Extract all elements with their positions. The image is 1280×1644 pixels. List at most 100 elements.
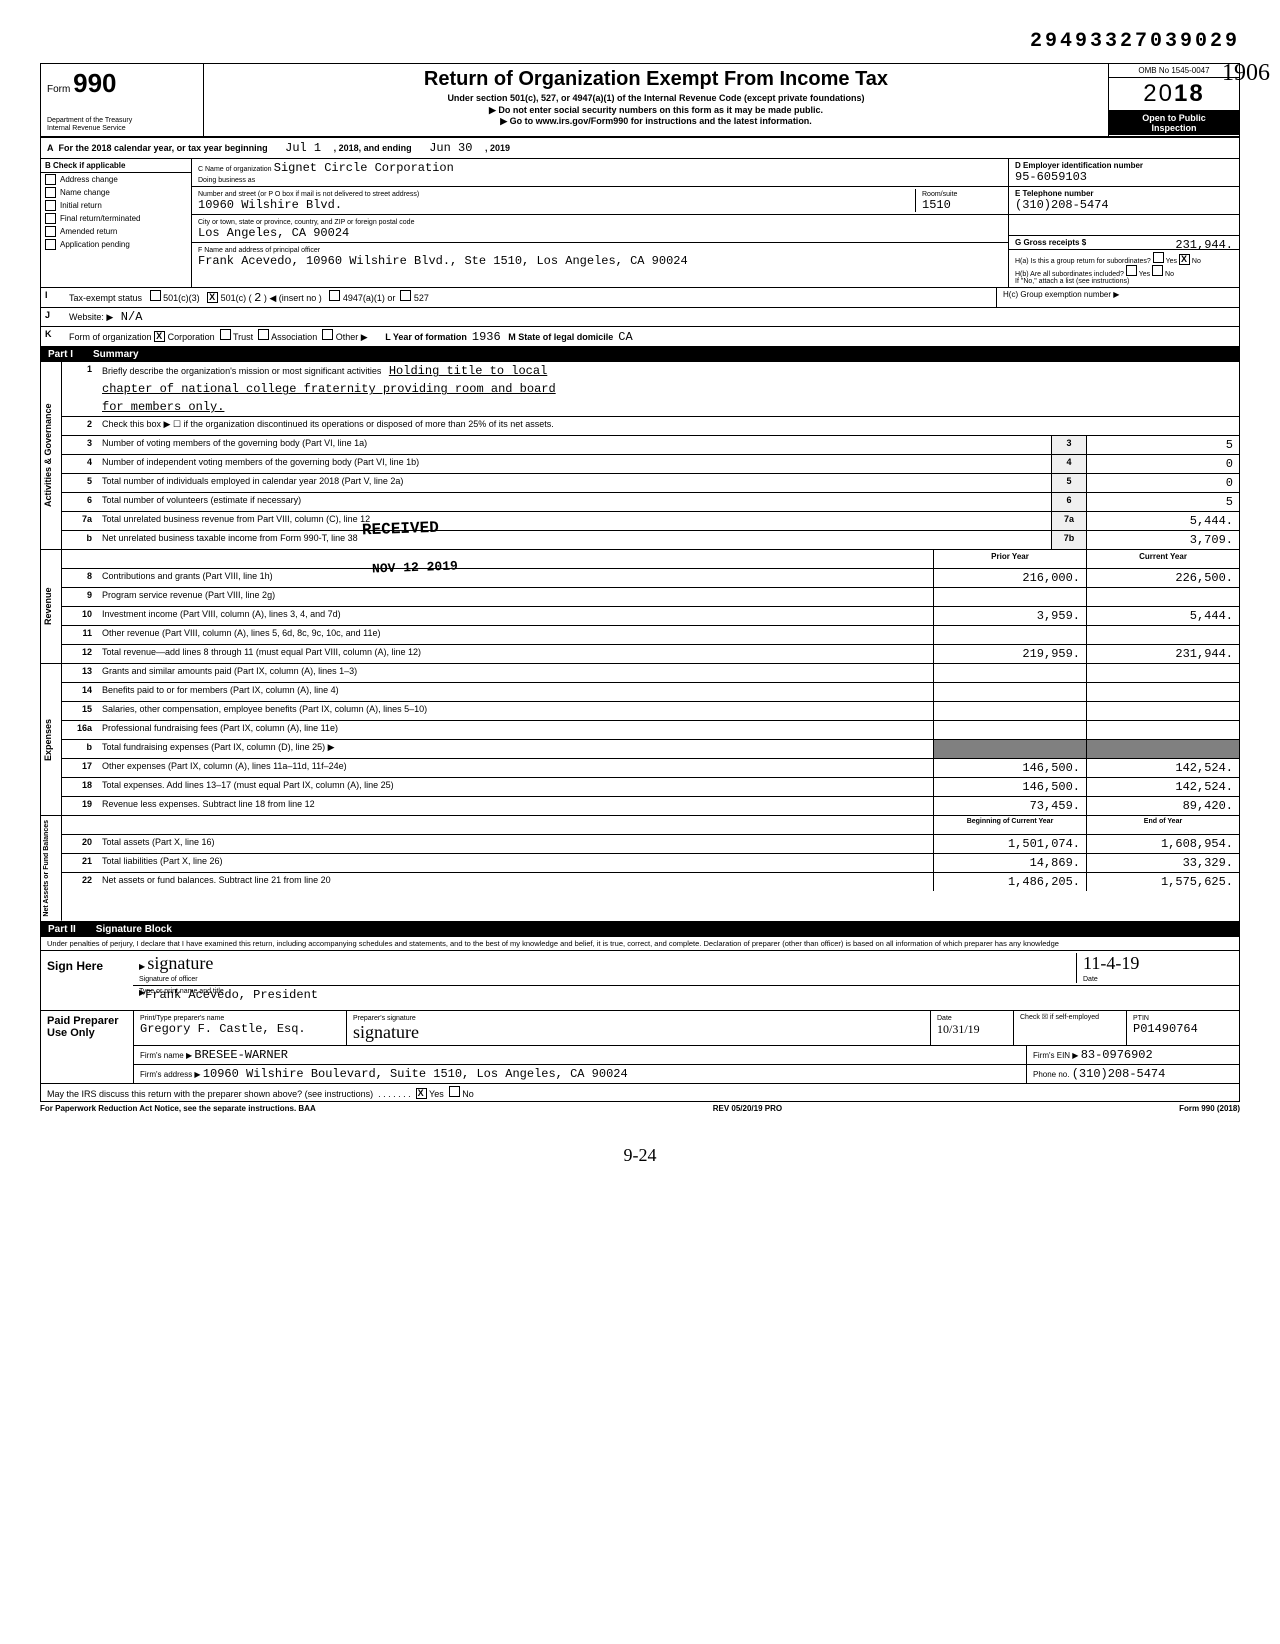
unrelated-revenue: 5,444. bbox=[1086, 512, 1239, 530]
dept-treasury: Department of the Treasury bbox=[47, 117, 197, 125]
mission-line-1: Holding title to local bbox=[389, 364, 547, 378]
corporation-checkbox[interactable] bbox=[154, 331, 165, 342]
firm-address: 10960 Wilshire Boulevard, Suite 1510, Lo… bbox=[203, 1067, 628, 1081]
tax-year-end: Jun 30 bbox=[429, 141, 472, 155]
prior-val-8: 216,000. bbox=[933, 569, 1086, 587]
amended-return-checkbox[interactable] bbox=[45, 226, 56, 237]
preparer-date: 10/31/19 bbox=[937, 1022, 980, 1036]
4947-checkbox[interactable] bbox=[329, 290, 340, 301]
city-state-zip: Los Angeles, CA 90024 bbox=[198, 226, 349, 240]
ein-label: D Employer identification number bbox=[1015, 161, 1143, 170]
current-val-12: 231,944. bbox=[1086, 645, 1239, 663]
room-suite: 1510 bbox=[922, 198, 951, 212]
part-2-header: Part II Signature Block bbox=[40, 922, 1240, 937]
tax-year: 20201818 bbox=[1109, 78, 1239, 111]
501c3-checkbox[interactable] bbox=[150, 290, 161, 301]
top-doc-number: 29493327039029 bbox=[40, 30, 1240, 53]
sign-here-label: Sign Here bbox=[41, 951, 133, 1010]
paid-preparer-label: Paid Preparer Use Only bbox=[41, 1011, 134, 1083]
initial-return-checkbox[interactable] bbox=[45, 200, 56, 211]
current-val-9 bbox=[1086, 588, 1239, 606]
hb-no-checkbox[interactable] bbox=[1152, 265, 1163, 276]
footer-mid: REV 05/20/19 PRO bbox=[713, 1104, 782, 1113]
mission-line-2: chapter of national college fraternity p… bbox=[102, 382, 556, 396]
ha-yes-checkbox[interactable] bbox=[1153, 252, 1164, 263]
prior-val-14 bbox=[933, 683, 1086, 701]
self-employed-check: Check ☒ if self-employed bbox=[1014, 1011, 1127, 1045]
current-val-8: 226,500. bbox=[1086, 569, 1239, 587]
employees: 0 bbox=[1086, 474, 1239, 492]
instruct-ssn: ▶ Do not enter social security numbers o… bbox=[208, 105, 1104, 116]
governance-side-label: Activities & Governance bbox=[41, 362, 62, 549]
principal-officer: Frank Acevedo, 10960 Wilshire Blvd., Ste… bbox=[198, 254, 688, 268]
prior-val-15 bbox=[933, 702, 1086, 720]
prior-val-12: 219,959. bbox=[933, 645, 1086, 663]
prior-val-18: 146,500. bbox=[933, 778, 1086, 796]
application-pending-checkbox[interactable] bbox=[45, 239, 56, 250]
state-domicile: CA bbox=[618, 330, 632, 344]
ein-value: 95-6059103 bbox=[1015, 170, 1087, 184]
footer-left: For Paperwork Reduction Act Notice, see … bbox=[40, 1104, 316, 1113]
prior-val-21: 14,869. bbox=[933, 854, 1086, 872]
form-number: 990 bbox=[73, 68, 116, 98]
address-change-checkbox[interactable] bbox=[45, 174, 56, 185]
expenses-side-label: Expenses bbox=[41, 664, 62, 815]
begin-year-header: Beginning of Current Year bbox=[933, 816, 1086, 834]
end-year-header: End of Year bbox=[1086, 816, 1239, 834]
hb-yes-checkbox[interactable] bbox=[1126, 265, 1137, 276]
sig-date: 11-4-19 bbox=[1083, 953, 1139, 973]
phone-value: (310)208-5474 bbox=[1015, 198, 1109, 212]
mission-line-3: for members only. bbox=[102, 400, 224, 414]
prior-val-17: 146,500. bbox=[933, 759, 1086, 777]
501c-checkbox[interactable] bbox=[207, 292, 218, 303]
current-val-15 bbox=[1086, 702, 1239, 720]
hc-label: H(c) Group exemption number ▶ bbox=[997, 288, 1239, 307]
phone-label: E Telephone number bbox=[1015, 189, 1094, 198]
section-b-header: B Check if applicable bbox=[41, 159, 191, 173]
subtitle: Under section 501(c), 527, or 4947(a)(1)… bbox=[208, 93, 1104, 103]
current-val-13 bbox=[1086, 664, 1239, 682]
prior-val-13 bbox=[933, 664, 1086, 682]
prior-year-header: Prior Year bbox=[933, 550, 1086, 568]
current-val-21: 33,329. bbox=[1086, 854, 1239, 872]
prior-val-22: 1,486,205. bbox=[933, 873, 1086, 891]
final-return-checkbox[interactable] bbox=[45, 213, 56, 224]
current-val-20: 1,608,954. bbox=[1086, 835, 1239, 853]
volunteers: 5 bbox=[1086, 493, 1239, 511]
form-label: Form bbox=[47, 84, 70, 95]
prior-val-16a bbox=[933, 721, 1086, 739]
irs-discuss-no-checkbox[interactable] bbox=[449, 1086, 460, 1097]
street-address: 10960 Wilshire Blvd. bbox=[198, 198, 342, 212]
handwritten-year: 1906 bbox=[1222, 60, 1270, 87]
current-val-10: 5,444. bbox=[1086, 607, 1239, 625]
instruct-url: ▶ Go to www.irs.gov/Form990 for instruct… bbox=[208, 116, 1104, 127]
footer-right: Form 990 (2018) bbox=[1179, 1104, 1240, 1113]
org-name: Signet Circle Corporation bbox=[274, 161, 454, 175]
current-val-19: 89,420. bbox=[1086, 797, 1239, 815]
527-checkbox[interactable] bbox=[400, 290, 411, 301]
open-public-1: Open to Public bbox=[1111, 113, 1237, 123]
501c-insert: 2 bbox=[254, 291, 261, 305]
perjury-statement: Under penalties of perjury, I declare th… bbox=[41, 937, 1239, 950]
independent-members: 0 bbox=[1086, 455, 1239, 473]
header-grid: B Check if applicable Address change Nam… bbox=[40, 159, 1240, 288]
current-val-14 bbox=[1086, 683, 1239, 701]
current-val-16a bbox=[1086, 721, 1239, 739]
ha-no-checkbox[interactable] bbox=[1179, 254, 1190, 265]
current-val-11 bbox=[1086, 626, 1239, 644]
trust-checkbox[interactable] bbox=[220, 329, 231, 340]
irs-discuss-yes-checkbox[interactable] bbox=[416, 1088, 427, 1099]
line-a: A For the 2018 calendar year, or tax yea… bbox=[40, 138, 1240, 159]
prior-val-10: 3,959. bbox=[933, 607, 1086, 625]
gross-receipts-label: G Gross receipts $ bbox=[1015, 238, 1086, 247]
year-formation: 1936 bbox=[472, 330, 501, 344]
association-checkbox[interactable] bbox=[258, 329, 269, 340]
other-checkbox[interactable] bbox=[322, 329, 333, 340]
voting-members: 5 bbox=[1086, 436, 1239, 454]
netassets-side-label: Net Assets or Fund Balances bbox=[41, 816, 62, 921]
part-1-header: Part I Summary bbox=[40, 347, 1240, 362]
name-change-checkbox[interactable] bbox=[45, 187, 56, 198]
may-irs-text: May the IRS discuss this return with the… bbox=[47, 1089, 373, 1099]
form-header: Form 990 Department of the Treasury Inte… bbox=[40, 63, 1240, 138]
firm-phone: (310)208-5474 bbox=[1072, 1067, 1166, 1081]
